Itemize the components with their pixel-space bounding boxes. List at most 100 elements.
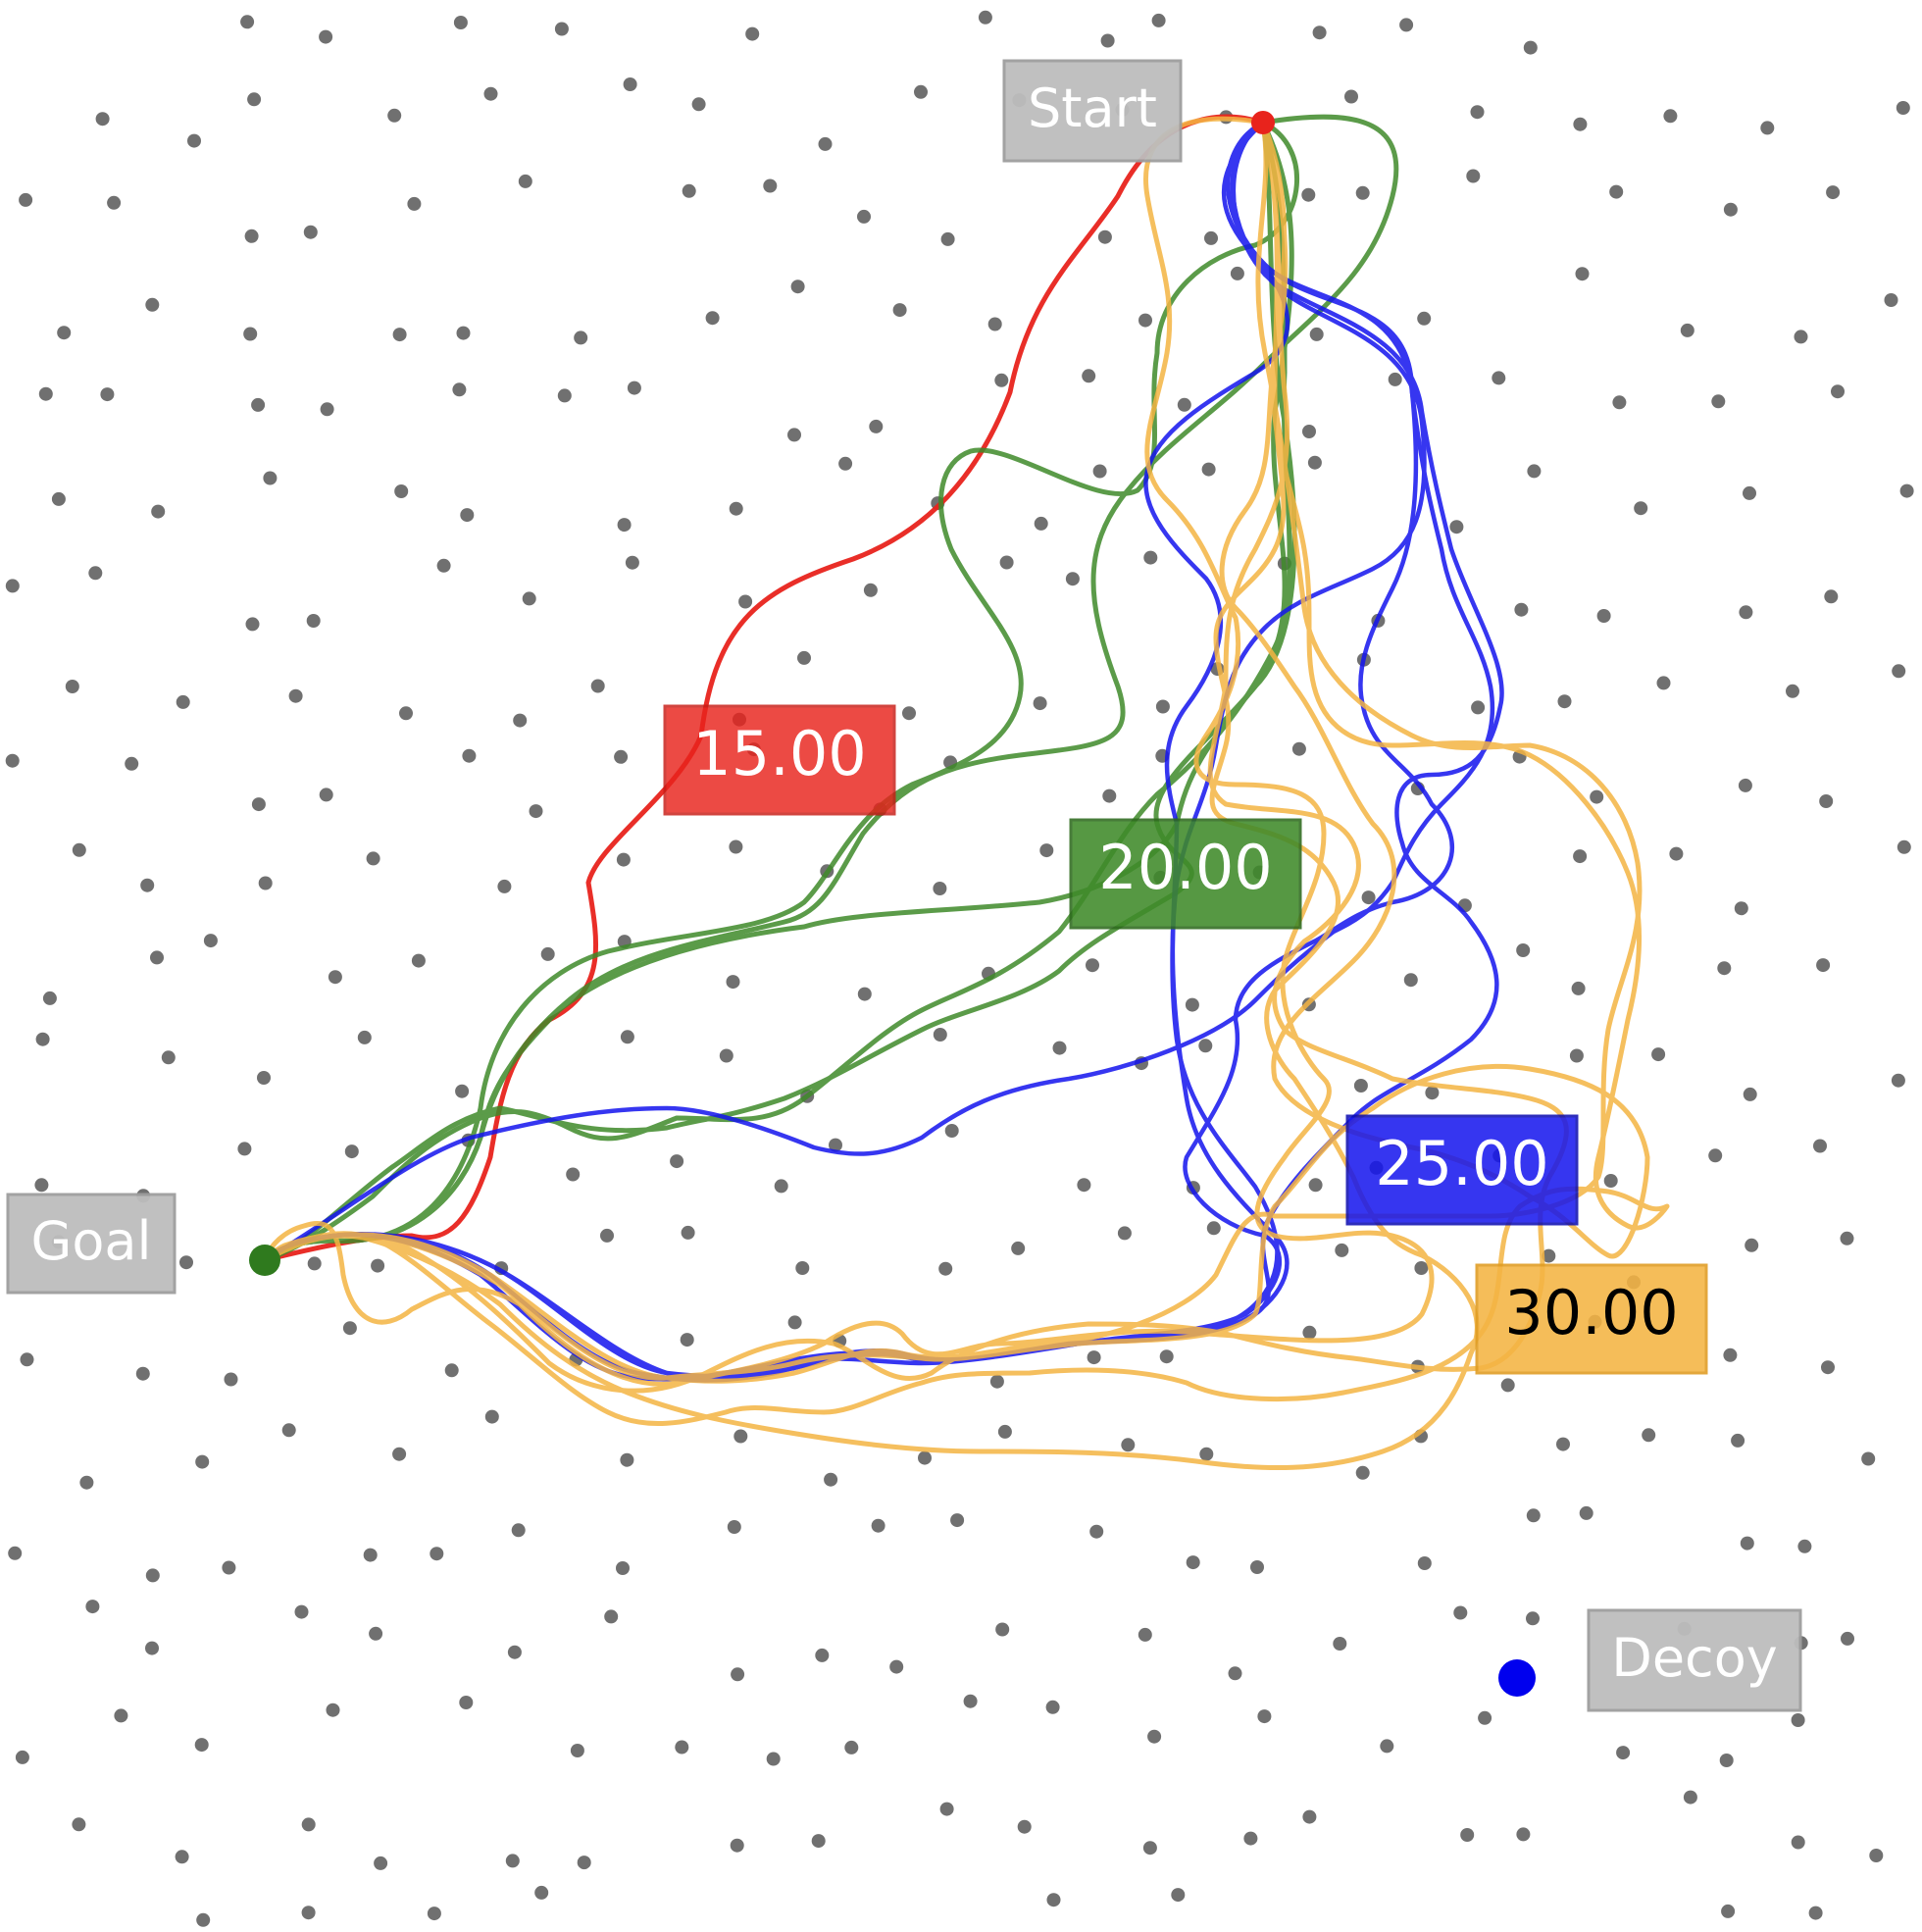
obstacle-dot bbox=[5, 753, 20, 768]
obstacle-dot bbox=[281, 1423, 296, 1438]
obstacle-dot bbox=[460, 508, 475, 523]
obstacle-dot bbox=[107, 195, 122, 210]
obstacle-dot bbox=[145, 1568, 160, 1583]
obstacle-dot bbox=[933, 882, 947, 895]
obstacle-dot bbox=[730, 1838, 744, 1853]
obstacle-dot bbox=[1717, 961, 1732, 976]
obstacle-dot bbox=[85, 1600, 100, 1614]
obstacle-dot bbox=[462, 748, 477, 763]
obstacle-dot bbox=[294, 1604, 309, 1619]
trajectory-green-2 bbox=[262, 120, 1299, 1263]
obstacle-dot bbox=[1155, 699, 1170, 714]
obstacle-dot bbox=[366, 851, 380, 866]
obstacle-dot bbox=[738, 594, 753, 609]
obstacle-dot bbox=[243, 327, 258, 341]
obstacle-dot bbox=[1302, 425, 1316, 438]
obstacle-dot bbox=[1651, 1047, 1666, 1062]
obstacle-dot bbox=[1869, 1849, 1884, 1862]
obstacle-dot bbox=[301, 1817, 316, 1832]
obstacle-dot bbox=[1355, 185, 1370, 200]
score-text-30: 30.00 bbox=[1504, 1277, 1679, 1348]
obstacle-dot bbox=[1824, 589, 1839, 604]
obstacle-dot bbox=[1884, 293, 1898, 307]
obstacle-dot bbox=[328, 970, 342, 985]
obstacle-dot bbox=[1743, 1087, 1757, 1101]
obstacle-dot bbox=[1417, 311, 1432, 326]
obstacle-dot bbox=[79, 1475, 94, 1490]
obstacle-dot bbox=[1403, 973, 1418, 988]
obstacle-dot bbox=[307, 1256, 322, 1271]
obstacle-dot bbox=[614, 749, 629, 764]
obstacle-dot bbox=[1460, 1828, 1475, 1842]
obstacle-dot bbox=[570, 1744, 584, 1757]
obstacle-dot bbox=[1813, 1139, 1827, 1153]
obstacle-dot bbox=[224, 1372, 238, 1387]
obstacle-dot bbox=[1683, 1790, 1697, 1805]
obstacle-dot bbox=[513, 713, 528, 728]
obstacle-dot bbox=[1569, 1048, 1584, 1063]
obstacle-dot bbox=[42, 991, 57, 1005]
obstacle-dot bbox=[680, 1333, 694, 1347]
obstacle-dot bbox=[989, 1374, 1004, 1389]
score-text-15: 15.00 bbox=[692, 718, 867, 789]
obstacle-dot bbox=[436, 558, 451, 573]
obstacle-dot bbox=[369, 1626, 383, 1641]
obstacle-dot bbox=[627, 381, 641, 395]
obstacle-dot bbox=[1573, 117, 1588, 131]
trajectory-group-30 bbox=[262, 116, 1670, 1471]
obstacle-dot bbox=[125, 756, 139, 771]
obstacle-dot bbox=[940, 231, 955, 246]
obstacle-dot bbox=[1542, 1248, 1556, 1263]
obstacle-dot bbox=[1791, 1713, 1805, 1727]
obstacle-dot bbox=[625, 555, 639, 570]
obstacle-dot bbox=[892, 303, 907, 318]
obstacle-dot bbox=[1138, 313, 1152, 328]
obstacle-dot bbox=[456, 326, 471, 340]
obstacle-dot bbox=[616, 852, 631, 867]
obstacle-dot bbox=[933, 1028, 947, 1042]
obstacle-dot bbox=[1147, 1729, 1162, 1744]
obstacle-dot bbox=[600, 1228, 614, 1243]
trajectory-green-4 bbox=[262, 120, 1294, 1263]
obstacle-dot bbox=[590, 679, 605, 693]
trajectory-green-1 bbox=[262, 120, 1297, 1263]
obstacle-dot bbox=[902, 706, 916, 721]
obstacle-dot bbox=[566, 1167, 581, 1182]
obstacle-dot bbox=[151, 504, 166, 519]
obstacle-dot bbox=[1121, 1438, 1136, 1452]
obstacle-dot bbox=[195, 1454, 210, 1469]
obstacle-dot bbox=[342, 1321, 357, 1336]
obstacle-dot bbox=[344, 1144, 359, 1159]
obstacle-dot bbox=[392, 328, 407, 342]
obstacle-dot bbox=[455, 1084, 470, 1098]
obstacle-dot bbox=[617, 518, 632, 533]
obstacle-dot bbox=[8, 1546, 23, 1560]
obstacle-dot bbox=[1425, 1086, 1440, 1100]
obstacle-dot bbox=[1840, 1231, 1854, 1246]
obstacle-dot bbox=[20, 1352, 34, 1367]
obstacle-dot bbox=[681, 1225, 695, 1240]
obstacle-dot bbox=[1896, 101, 1910, 115]
obstacle-dot bbox=[774, 1179, 788, 1194]
obstacle-dot bbox=[387, 108, 402, 123]
obstacle-dot bbox=[987, 317, 1002, 331]
obstacle-dot bbox=[1344, 89, 1358, 104]
obstacle-dot bbox=[1333, 1637, 1347, 1651]
obstacle-dot bbox=[787, 428, 801, 442]
obstacle-dot bbox=[1471, 700, 1486, 715]
obstacle-dot bbox=[1516, 943, 1531, 957]
obstacle-dot bbox=[57, 326, 72, 340]
obstacle-dot bbox=[1204, 230, 1218, 245]
obstacle-dot bbox=[1117, 1226, 1132, 1241]
obstacle-dot bbox=[301, 1906, 316, 1920]
obstacle-dot bbox=[857, 987, 872, 1001]
obstacle-dot bbox=[1250, 1560, 1264, 1574]
obstacle-dot bbox=[574, 330, 588, 345]
obstacle-dot bbox=[1743, 485, 1756, 500]
obstacle-dot bbox=[1573, 849, 1588, 864]
obstacle-dot bbox=[727, 1520, 741, 1534]
obstacle-dot bbox=[829, 1138, 842, 1152]
obstacle-dot bbox=[1556, 1437, 1570, 1451]
obstacle-dot bbox=[1065, 572, 1080, 586]
